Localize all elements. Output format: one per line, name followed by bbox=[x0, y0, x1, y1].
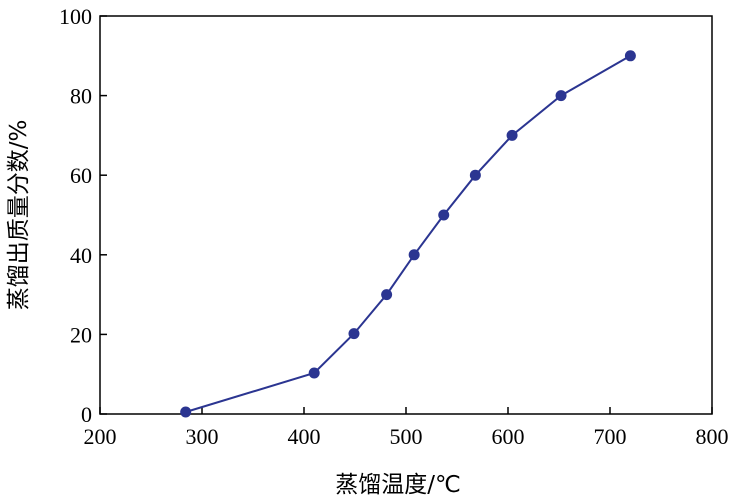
data-point bbox=[408, 249, 420, 261]
x-tick-label: 700 bbox=[594, 424, 627, 449]
data-point bbox=[469, 169, 481, 181]
data-point bbox=[506, 129, 518, 141]
y-tick-label: 0 bbox=[81, 402, 92, 427]
x-axis: 200 300 400 500 600 700 800 bbox=[84, 407, 729, 449]
data-point bbox=[624, 50, 636, 62]
y-axis: 0 20 40 60 80 100 bbox=[59, 4, 107, 427]
y-tick-label: 40 bbox=[70, 243, 92, 268]
data-point bbox=[180, 406, 192, 418]
data-point bbox=[308, 367, 320, 379]
data-point bbox=[555, 90, 567, 102]
series-line bbox=[185, 54, 631, 413]
y-tick-label: 20 bbox=[70, 322, 92, 347]
y-axis-title: 蒸馏出质量分数/% bbox=[6, 120, 32, 311]
y-tick-label: 60 bbox=[70, 163, 92, 188]
x-tick-label: 500 bbox=[390, 424, 423, 449]
plot-frame bbox=[99, 15, 713, 415]
x-tick-label: 800 bbox=[696, 424, 729, 449]
y-tick-label: 80 bbox=[70, 84, 92, 109]
x-tick-label: 600 bbox=[492, 424, 525, 449]
x-tick-label: 300 bbox=[186, 424, 219, 449]
data-point bbox=[348, 328, 360, 340]
data-point bbox=[438, 209, 450, 221]
y-tick-label: 100 bbox=[59, 4, 92, 29]
series-layer bbox=[180, 50, 636, 418]
x-tick-label: 200 bbox=[84, 424, 117, 449]
x-axis-title: 蒸馏温度/℃ bbox=[335, 472, 461, 498]
x-tick-label: 400 bbox=[288, 424, 321, 449]
data-point bbox=[381, 289, 393, 301]
